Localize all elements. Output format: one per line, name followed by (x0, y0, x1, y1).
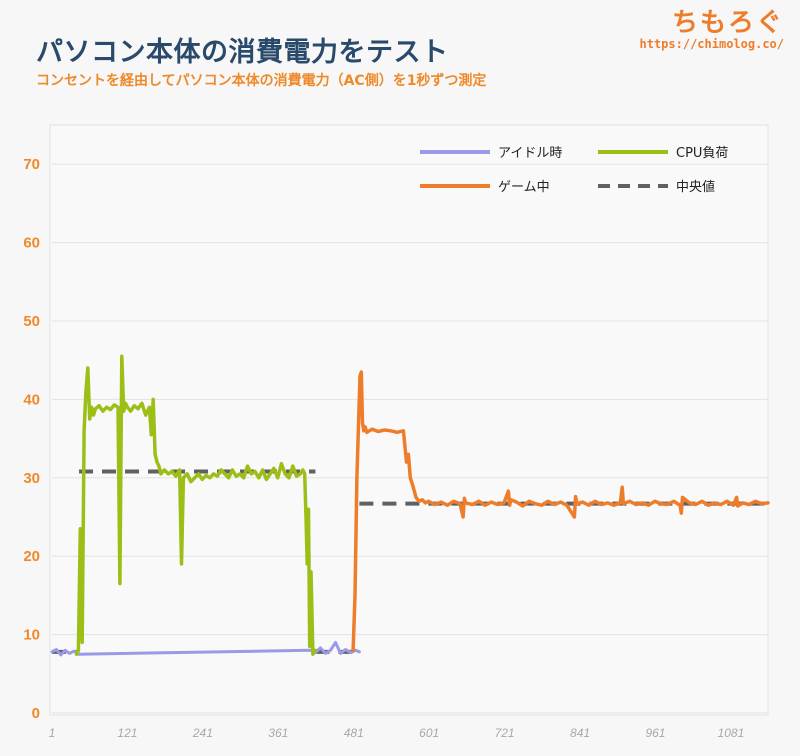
plot-area (49, 124, 769, 716)
x-tick-label: 241 (192, 726, 213, 740)
logo-url[interactable]: https://chimolog.co/ (639, 37, 785, 51)
x-tick-label: 961 (645, 726, 665, 740)
logo-text: ちもろぐ (671, 8, 784, 38)
x-tick-label: 1081 (718, 726, 745, 740)
y-tick-label: 20 (23, 548, 40, 565)
legend-label-idle: アイドル時 (498, 146, 562, 161)
x-tick-label: 841 (570, 726, 590, 740)
series-line-cpu (74, 354, 318, 656)
x-tick-label: 721 (495, 726, 515, 740)
x-tick-label: 121 (117, 726, 137, 740)
x-tick-label: 481 (344, 726, 364, 740)
x-tick-label: 1 (49, 726, 56, 740)
y-tick-label: 10 (23, 627, 40, 644)
y-tick-label: 30 (23, 470, 40, 487)
chart-title: パソコン本体の消費電力をテスト (36, 37, 449, 68)
y-tick-label: 50 (23, 313, 40, 330)
legend-label-median: 中央値 (676, 179, 715, 195)
x-tick-label: 361 (268, 726, 288, 740)
y-tick-label: 40 (23, 391, 40, 408)
legend-label-cpu: CPU負荷 (676, 146, 728, 161)
y-tick-label: 0 (32, 705, 40, 722)
legend-label-game: ゲーム中 (498, 180, 550, 195)
y-tick-label: 60 (23, 235, 40, 252)
y-tick-label: 70 (23, 156, 40, 173)
series-line-idle (50, 640, 361, 657)
series-line-game (351, 370, 770, 653)
site-logo[interactable]: ちもろぐ https://chimolog.co/ (640, 2, 785, 51)
chart-subtitle: コンセントを経由してパソコン本体の消費電力（AC側）を1秒ずつ測定 (36, 73, 487, 89)
x-tick-label: 601 (419, 726, 439, 740)
